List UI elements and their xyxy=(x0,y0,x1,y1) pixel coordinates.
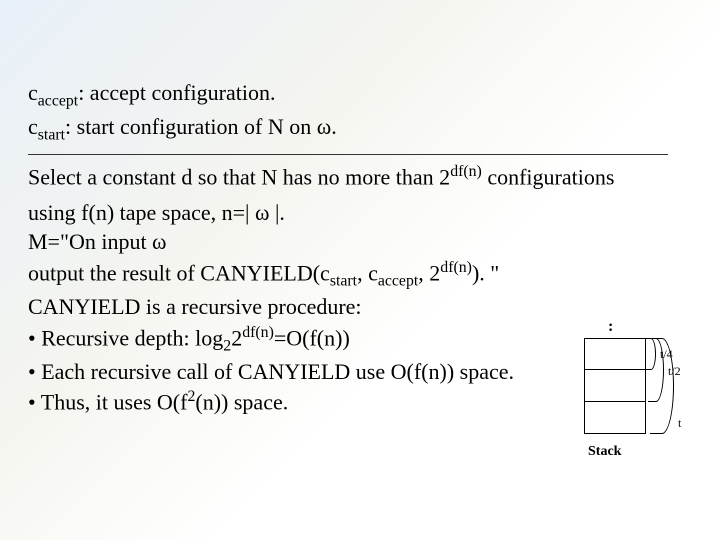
stack-dots: : xyxy=(608,318,615,336)
def-accept: : accept configuration. xyxy=(78,80,275,105)
line-m-def: M="On input ω xyxy=(28,227,692,257)
line-canyield-call: output the result of CANYIELD(cstart, ca… xyxy=(28,257,692,292)
stack-figure: : Stack t/4 t/2 t xyxy=(584,320,712,470)
stack-label: Stack xyxy=(588,444,621,460)
brace-t-curve xyxy=(650,338,674,434)
divider xyxy=(28,154,668,155)
def-start: : start configuration of N on ω. xyxy=(65,114,337,139)
sub-accept: accept xyxy=(38,92,78,109)
brace-t-label: t xyxy=(678,416,681,431)
var-c: c xyxy=(28,80,38,105)
stack-boxes xyxy=(584,338,646,434)
stack-cell xyxy=(584,402,646,434)
line-tape-space: using f(n) tape space, n=| ω |. xyxy=(28,198,692,228)
sub-start: start xyxy=(38,126,65,143)
line-c-start: cstart: start configuration of N on ω. xyxy=(28,112,692,146)
line-select-d: Select a constant d so that N has no mor… xyxy=(28,161,692,192)
line-canyield-proc: CANYIELD is a recursive procedure: xyxy=(28,292,692,322)
stack-cell xyxy=(584,370,646,402)
var-c2: c xyxy=(28,114,38,139)
sup-dfn: df(n) xyxy=(450,163,482,180)
stack-cell xyxy=(584,338,646,370)
line-c-accept: caccept: accept configuration. xyxy=(28,78,692,112)
